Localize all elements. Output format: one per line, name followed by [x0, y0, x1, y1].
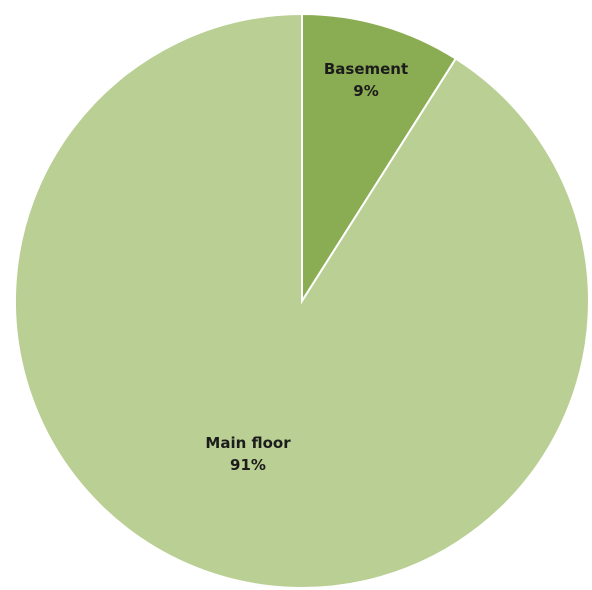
slice-name-label: Basement: [324, 60, 408, 78]
pie-slices: [14, 12, 590, 589]
pie-slice-main-floor: [14, 12, 590, 589]
pie-slice-basement: [301, 12, 458, 305]
slice-name-label: Main floor: [205, 434, 291, 452]
pie-labels: Basement 9% Main floor 91%: [205, 60, 408, 474]
slice-value-label: 91%: [230, 456, 266, 474]
slice-value-label: 9%: [353, 82, 378, 100]
